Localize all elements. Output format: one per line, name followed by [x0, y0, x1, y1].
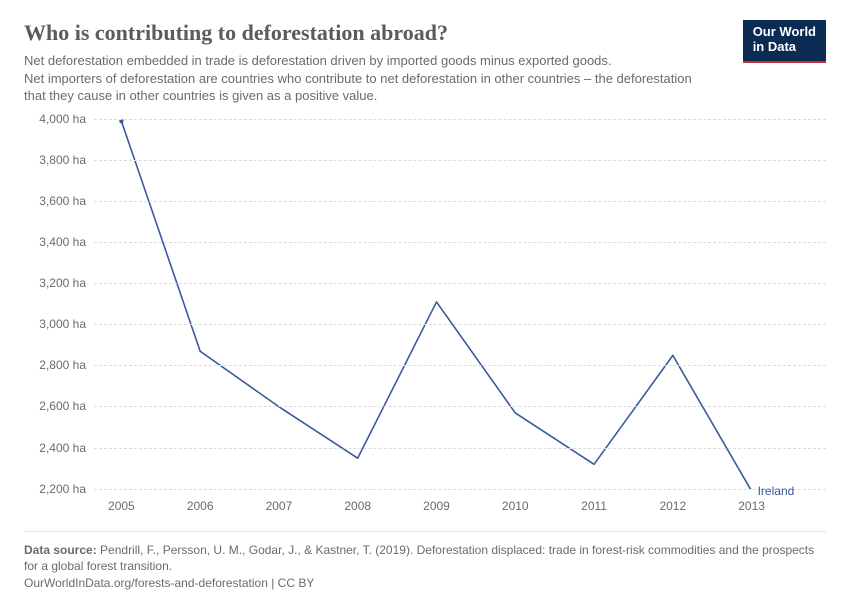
chart-subtitle: Net deforestation embedded in trade is d… — [24, 52, 714, 105]
grid-line — [94, 406, 826, 407]
url-line: OurWorldInData.org/forests-and-deforesta… — [24, 575, 826, 592]
x-tick-label: 2008 — [344, 499, 371, 513]
source-text: Pendrill, F., Persson, U. M., Godar, J.,… — [24, 543, 814, 574]
x-tick-label: 2013 — [738, 499, 765, 513]
grid-line — [94, 242, 826, 243]
header-row: Who is contributing to deforestation abr… — [24, 20, 826, 119]
source-label: Data source: — [24, 543, 97, 557]
grid-line — [94, 119, 826, 120]
y-tick-label: 3,600 ha — [39, 194, 86, 208]
chart-title: Who is contributing to deforestation abr… — [24, 20, 714, 46]
grid-line — [94, 201, 826, 202]
x-tick-label: 2012 — [659, 499, 686, 513]
header-text: Who is contributing to deforestation abr… — [24, 20, 714, 119]
grid-line — [94, 283, 826, 284]
y-tick-label: 3,800 ha — [39, 153, 86, 167]
chart-container: Who is contributing to deforestation abr… — [0, 0, 850, 600]
chart-area: 2,200 ha 2,400 ha 2,600 ha 2,800 ha 3,000 ha… — [24, 119, 826, 519]
y-axis: 2,200 ha2,400 ha2,600 ha2,800 ha3,000 ha… — [24, 119, 94, 489]
source-line: Data source: Pendrill, F., Persson, U. M… — [24, 542, 826, 576]
x-tick-label: 2009 — [423, 499, 450, 513]
y-tick-label: 3,200 ha — [39, 276, 86, 290]
owid-logo: Our Worldin Data — [743, 20, 826, 63]
footer: Data source: Pendrill, F., Persson, U. M… — [24, 531, 826, 592]
plot-area: Ireland — [94, 119, 826, 489]
x-tick-label: 2006 — [187, 499, 214, 513]
y-tick-label: 4,000 ha — [39, 112, 86, 126]
grid-line — [94, 448, 826, 449]
y-tick-label: 2,200 ha — [39, 482, 86, 496]
y-tick-label: 3,000 ha — [39, 317, 86, 331]
x-axis: 2005 2006 2007 2008 2009 2010 2011 2012 2013 — [94, 489, 826, 519]
line-chart-svg — [94, 119, 826, 489]
x-tick-label: 2007 — [266, 499, 293, 513]
x-tick-label: 2010 — [502, 499, 529, 513]
x-tick-label: 2005 — [108, 499, 135, 513]
grid-line — [94, 160, 826, 161]
y-tick-label: 2,400 ha — [39, 441, 86, 455]
grid-line — [94, 324, 826, 325]
x-tick-label: 2011 — [581, 499, 607, 513]
grid-line — [94, 365, 826, 366]
y-tick-label: 3,400 ha — [39, 235, 86, 249]
y-tick-label: 2,800 ha — [39, 358, 86, 372]
y-tick-label: 2,600 ha — [39, 399, 86, 413]
series-line — [121, 121, 751, 489]
